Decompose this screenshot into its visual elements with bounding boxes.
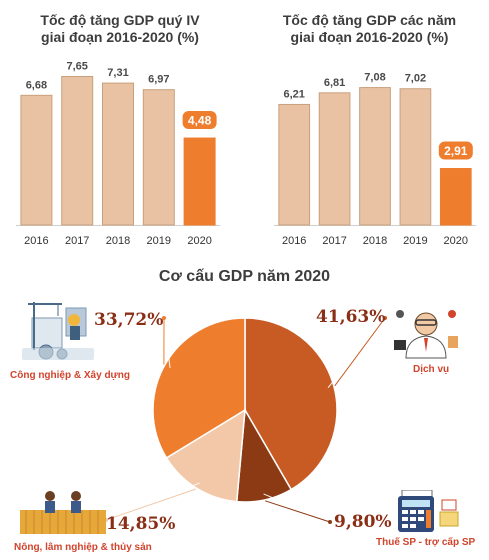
leader-line xyxy=(334,317,386,387)
leader-dot xyxy=(328,520,332,524)
bar-2018 xyxy=(101,82,135,226)
pie-slice-2 xyxy=(165,408,246,503)
pie-slices xyxy=(152,317,338,503)
chart-annual-title-line2: giai đoạn 2016-2020 (%) xyxy=(290,29,449,45)
highlight-value-badge xyxy=(438,141,473,160)
pie-slice-3 xyxy=(152,317,246,459)
leader-line-inner xyxy=(327,317,386,388)
bar-2020 xyxy=(439,168,472,226)
industry-pct-label: 33,72% xyxy=(94,310,164,330)
bar-value-label: 4,48 xyxy=(188,114,212,128)
x-tick-label: 2018 xyxy=(363,235,387,247)
x-tick-label: 2020 xyxy=(444,235,468,247)
bar-2019 xyxy=(142,89,175,226)
agriculture-pct-label: 14,85% xyxy=(106,514,176,534)
x-tick-label: 2019 xyxy=(403,235,427,247)
leader-line-inner xyxy=(263,493,331,523)
bar-chart-1: 6,68 2016 7,65 2017 7,31 2018 6,97 2019 4,48 2020 xyxy=(16,61,220,247)
chart-quarter-title-line1: Tốc độ tăng GDP quý IV xyxy=(40,12,200,28)
tax-pct-label: 9,80% xyxy=(334,512,392,532)
bar-2020 xyxy=(183,137,216,226)
services-name-label: Dịch vụ xyxy=(413,364,450,375)
agriculture-name-label: Nông, lâm nghiệp & thủy sản xyxy=(14,542,152,553)
bar-2019 xyxy=(399,88,432,226)
bar-2017 xyxy=(318,92,351,226)
bar-value-label: 6,97 xyxy=(148,74,169,86)
tax-calculator-icon xyxy=(398,490,459,532)
leader-line-inner xyxy=(105,482,200,521)
agriculture-icon xyxy=(20,491,106,534)
pie-chart-title: Cơ cấu GDP năm 2020 xyxy=(158,268,331,285)
chart-annual-title: Tốc độ tăng GDP các năm giai đoạn 2016-2… xyxy=(250,12,489,46)
bar-2016 xyxy=(20,94,53,226)
bar-chart-2: 6,21 2016 6,81 2017 7,08 2018 7,02 2019 2,91 2020 xyxy=(274,72,476,247)
services-icon xyxy=(394,310,458,359)
bar-value-label: 7,65 xyxy=(66,61,87,73)
leader-dot xyxy=(162,316,166,320)
x-tick-label: 2016 xyxy=(282,235,306,247)
x-tick-label: 2017 xyxy=(322,235,346,247)
x-tick-label: 2017 xyxy=(65,235,89,247)
bar-value-label: 7,02 xyxy=(405,73,426,85)
tax-name-label: Thuế SP - trợ cấp SP xyxy=(376,537,476,548)
bar-2018 xyxy=(359,87,391,226)
bar-value-label: 7,31 xyxy=(107,67,128,79)
highlight-value-badge xyxy=(182,111,217,130)
services-pct-label: 41,63% xyxy=(316,307,386,327)
leader-line xyxy=(264,500,331,523)
bar-charts: 6,68 2016 7,65 2017 7,31 2018 6,97 2019 4,48 2020… xyxy=(16,61,476,247)
industry-name-label: Công nghiệp & Xây dựng xyxy=(10,370,131,381)
bar-value-label: 6,81 xyxy=(324,77,345,89)
bar-2017 xyxy=(61,76,94,226)
x-tick-label: 2020 xyxy=(187,235,211,247)
industry-icon xyxy=(22,302,94,360)
x-tick-label: 2018 xyxy=(106,235,130,247)
leader-line-inner xyxy=(163,317,171,368)
bar-2016 xyxy=(278,103,311,226)
chart-quarter-title-line2: giai đoạn 2016-2020 (%) xyxy=(41,29,199,45)
x-tick-label: 2016 xyxy=(24,235,48,247)
bar-value-label: 2,91 xyxy=(444,144,468,158)
leader-dot xyxy=(383,316,387,320)
x-tick-label: 2019 xyxy=(147,235,171,247)
bar-value-label: 6,68 xyxy=(26,79,47,91)
leader-line xyxy=(105,488,197,521)
bar-value-label: 7,08 xyxy=(364,72,385,84)
chart-quarter-title: Tốc độ tăng GDP quý IV giai đoạn 2016-20… xyxy=(0,12,240,46)
bar-value-label: 6,21 xyxy=(283,88,304,100)
pie-slice-0 xyxy=(244,317,338,491)
chart-annual-title-line1: Tốc độ tăng GDP các năm xyxy=(282,12,457,28)
